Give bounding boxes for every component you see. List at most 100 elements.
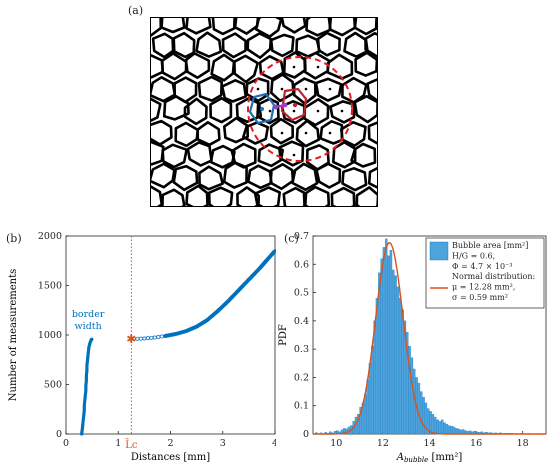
border-connector-end (282, 102, 288, 108)
histogram-bar (443, 422, 446, 435)
foam-cell (150, 140, 165, 166)
foam-cell (161, 188, 186, 207)
distance-point (159, 334, 164, 339)
x-tick-label: 2 (167, 438, 173, 449)
foam-cell (367, 166, 378, 190)
histogram-bar (343, 428, 346, 435)
cell-centroid-dot (280, 131, 284, 135)
highlighted-cell-blue-center (260, 107, 264, 111)
histogram-bar (427, 408, 430, 435)
foam-cell (291, 162, 319, 191)
histogram-bar (424, 402, 428, 435)
histogram-bar (387, 255, 390, 435)
foam-cell (172, 164, 199, 192)
cell-centroid-dot (316, 109, 320, 113)
legend-entry: Φ = 4.7 × 10⁻³ (452, 262, 512, 271)
histogram-bar (401, 309, 404, 435)
foam-cell (319, 120, 344, 145)
histogram-bar (403, 320, 407, 435)
distance-point (149, 335, 154, 340)
distance-point (138, 336, 143, 341)
foam-cell (364, 31, 378, 58)
cell-centroid-dot (292, 65, 296, 69)
histogram-bar (408, 346, 411, 435)
histogram-bar (431, 414, 435, 435)
foam-cell (353, 95, 378, 124)
panel-c-label: (c) (284, 232, 299, 245)
histogram-bar (385, 238, 388, 435)
foam-cell (209, 144, 236, 169)
foam-cell (257, 143, 284, 168)
foam-cell (330, 186, 356, 207)
histogram-bar (366, 380, 369, 435)
cell-centroid-dot (328, 87, 332, 91)
histogram-bar (394, 275, 397, 435)
foam-cell (341, 167, 368, 192)
foam-cell (233, 17, 260, 35)
histogram-bar (389, 250, 393, 435)
normal-fit-line (313, 241, 546, 435)
foam-cell (161, 143, 188, 169)
foam-cell (295, 119, 320, 148)
histogram-bar (441, 419, 444, 435)
foam-overlay (247, 56, 353, 162)
histogram-bar (396, 286, 400, 435)
y-tick-label: 0.4 (294, 316, 309, 327)
cell-centroid-dot (304, 87, 308, 91)
histogram-bar (410, 357, 414, 435)
histogram-bar (420, 391, 423, 435)
foam-cell (150, 97, 162, 123)
legend-entry: Normal distribution: (452, 272, 535, 281)
foam-cell (247, 164, 273, 190)
foam-cell (268, 163, 295, 191)
y-tick-label: 1000 (38, 330, 62, 341)
lc-marker-label: L̄c (125, 439, 138, 451)
y-tick-label: 0.7 (294, 231, 309, 242)
distance-chart: 0 1 2 3 4 0 500 1000 1500 2000 ✱ Distances [mm] N… (8, 231, 276, 463)
foam-cells (150, 17, 378, 207)
histogram-bar (380, 258, 383, 435)
legend-entry: H/G = 0.6, (452, 251, 495, 260)
foam-cell (245, 77, 270, 103)
y-tick-label: 0 (56, 429, 62, 440)
histogram-bar (448, 425, 451, 435)
histogram-bar (417, 382, 421, 435)
foam-cell (222, 161, 248, 189)
area-histogram-legend: Bubble area [mm²]H/G = 0.6, Φ = 4.7 × 10⁻… (425, 237, 545, 309)
x-tick-label: 14 (423, 438, 435, 449)
foam-cell (316, 31, 341, 57)
foam-cell (270, 73, 295, 103)
histogram-bar (429, 411, 432, 435)
foam-cell (207, 186, 234, 207)
distance-point (156, 335, 161, 339)
y-tick-label: 0.6 (294, 259, 309, 270)
foam-cell (242, 121, 270, 145)
lc-marker-point: ✱ (126, 332, 136, 346)
distance-chart-marks: ✱ (80, 249, 276, 436)
cell-centroid-dot (292, 153, 296, 157)
foam-cell (195, 121, 221, 147)
x-tick-label: 4 (272, 438, 276, 449)
distance-point (273, 249, 276, 253)
panel-a-label: (a) (128, 4, 144, 17)
border-connector-end (273, 104, 279, 110)
histogram-bar (359, 407, 362, 435)
histogram-bar (452, 426, 456, 435)
legend-entry: μ = 12.28 mm², (452, 283, 515, 292)
foam-cell (256, 97, 280, 125)
histogram-bar (438, 421, 442, 435)
foam-cell (366, 77, 378, 103)
foam-cell (197, 75, 223, 102)
foam-cell (315, 162, 342, 189)
foam-cell (302, 185, 331, 207)
histogram-bar (357, 414, 360, 435)
foam-cell (353, 17, 378, 36)
y-tick-label: 1500 (38, 281, 62, 292)
x-tick-label: 12 (377, 438, 389, 449)
x-tick-label: 1 (115, 438, 121, 449)
histogram-bar (450, 425, 453, 435)
foam-cell (233, 54, 259, 84)
foam-cell (150, 185, 164, 207)
area-histogram-ylabel: PDF (278, 324, 289, 346)
foam-cell (184, 52, 211, 80)
